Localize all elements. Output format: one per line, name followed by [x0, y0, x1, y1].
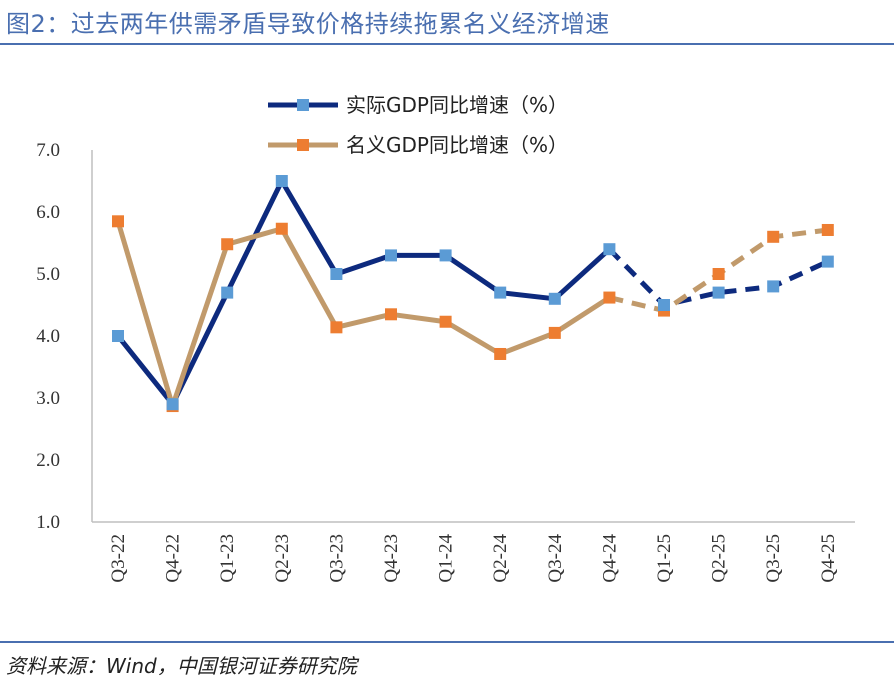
series-2-marker [439, 315, 452, 328]
series-1-marker [221, 286, 234, 299]
series-1-marker [767, 280, 780, 293]
series-1-marker [439, 249, 452, 262]
y-tick-label: 2.0 [36, 450, 60, 471]
series-2-marker [821, 223, 834, 236]
x-tick-label: Q4-25 [818, 534, 839, 583]
x-tick-label: Q2-25 [709, 534, 730, 583]
source-divider [0, 641, 894, 643]
series-1-line-solid [115, 178, 612, 407]
series-1-marker [658, 299, 670, 311]
chart-legend: 实际GDP同比增速（%） 名义GDP同比增速（%） [268, 93, 568, 157]
y-tick-label: 7.0 [36, 140, 60, 161]
series-2-marker [221, 238, 234, 251]
x-tick-label: Q2-24 [490, 534, 511, 583]
source-note: 资料来源：Wind，中国银河证券研究院 [6, 654, 357, 678]
series-2-marker [275, 222, 288, 235]
x-tick-label: Q4-22 [163, 534, 184, 583]
series-2-marker [385, 308, 397, 321]
series-2-marker [767, 230, 780, 243]
series-1-marker [385, 249, 397, 262]
series-2-line-solid [115, 218, 612, 409]
legend-marker-1 [297, 99, 309, 111]
x-tick-label: Q3-23 [326, 534, 347, 583]
series-1-marker [603, 243, 616, 256]
series-1-marker [166, 398, 179, 411]
series-1-marker [548, 292, 561, 305]
x-tick-label: Q3-24 [545, 534, 566, 583]
x-tick-label: Q1-23 [217, 534, 238, 583]
series-1-line-dashed [607, 247, 829, 308]
y-tick-label: 1.0 [36, 512, 60, 533]
series-2-marker [548, 326, 561, 339]
chart-axes: 7.0 6.0 5.0 4.0 3.0 2.0 1.0 Q3-22 Q4-22 Q1-23 Q2-2… [36, 140, 855, 583]
series-2-marker [712, 268, 725, 280]
legend-label-1: 实际GDP同比增速（%） [346, 93, 568, 117]
series-2-marker [494, 347, 507, 360]
series-markers [112, 175, 834, 413]
series-2-marker [112, 215, 124, 228]
legend-marker-2 [297, 139, 309, 151]
series-1-marker [494, 286, 507, 299]
x-tick-label: Q3-22 [108, 534, 129, 583]
y-tick-label: 3.0 [36, 388, 60, 409]
figure-title: 图2：过去两年供需矛盾导致价格持续拖累名义经济增速 [6, 10, 610, 38]
y-tick-label: 4.0 [36, 326, 60, 347]
x-tick-label: Q4-23 [381, 534, 402, 583]
y-tick-label: 5.0 [36, 264, 60, 285]
series-1-marker [330, 268, 343, 280]
x-tick-label: Q1-24 [436, 534, 457, 583]
x-tick-label: Q3-25 [763, 534, 784, 583]
x-tick-label: Q4-24 [599, 534, 620, 583]
legend-label-2: 名义GDP同比增速（%） [346, 133, 568, 157]
series-2-marker [603, 291, 616, 304]
series-2-marker [330, 321, 343, 334]
series-1-marker [112, 330, 124, 342]
x-tick-label: Q1-25 [654, 534, 675, 583]
line-chart: 7.0 6.0 5.0 4.0 3.0 2.0 1.0 Q3-22 Q4-22 Q1-23 Q2-2… [36, 93, 855, 583]
y-tick-label: 6.0 [36, 202, 60, 223]
series-1-marker [712, 286, 725, 299]
series-1-marker [821, 255, 834, 268]
series-1-marker [275, 175, 288, 187]
title-divider [0, 43, 894, 45]
x-tick-label: Q2-23 [272, 534, 293, 583]
